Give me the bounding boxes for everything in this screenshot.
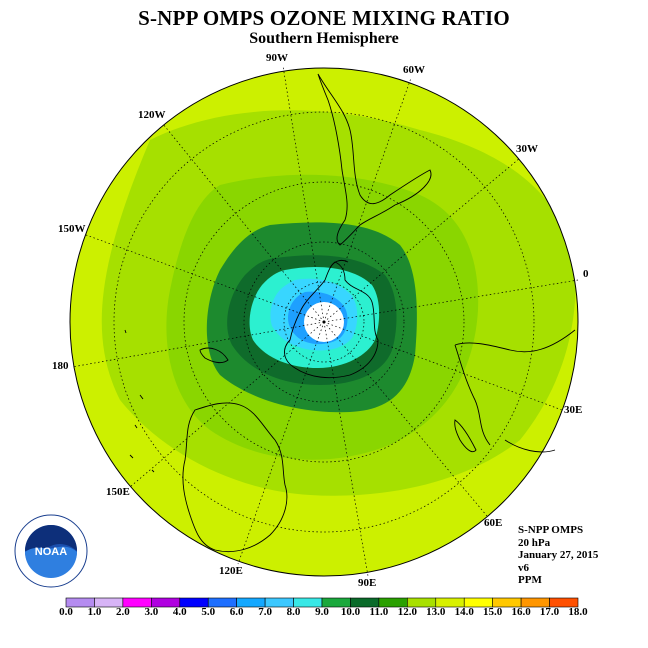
islands — [124, 329, 155, 473]
new-zealand-coast — [199, 347, 229, 364]
lon-label-120w: 120W — [138, 109, 166, 121]
lon-label-60w: 60W — [403, 64, 425, 76]
colorbar-tick-label: 10.0 — [340, 606, 361, 618]
meridian — [323, 279, 579, 323]
latitude-circle — [183, 181, 465, 463]
colorbar-swatch — [549, 597, 579, 608]
colorbar-tick-label: 5.0 — [201, 606, 216, 618]
meridian — [129, 321, 325, 488]
colorbar-tick-label: 2.0 — [116, 606, 130, 618]
lon-label-150e: 150E — [106, 486, 130, 498]
date-label: January 27, 2015 — [518, 549, 599, 562]
south-pole-marker — [322, 320, 326, 324]
colorbar-tick-label: 12.0 — [397, 606, 417, 618]
colorbar-tick-label: 8.0 — [286, 606, 301, 618]
south-america-coast — [317, 73, 432, 246]
colorbar-tick-label: 3.0 — [144, 606, 159, 618]
colorbar-tick-label: 6.0 — [229, 606, 244, 618]
lon-label-0: 0 — [583, 268, 589, 280]
noaa-logo-text: NOAA — [35, 546, 67, 558]
colorbar-tick-label: 1.0 — [87, 606, 102, 618]
graticule — [71, 65, 579, 577]
info-block: S-NPP OMPS 20 hPa January 27, 2015 v6 PP… — [518, 524, 598, 587]
map-subtitle: Southern Hemisphere — [249, 30, 399, 47]
lon-label-60e: 60E — [484, 517, 503, 529]
lon-label-120e: 120E — [219, 565, 243, 577]
lon-label-150w: 150W — [58, 223, 86, 235]
latitude-circle — [283, 281, 365, 363]
colorbar-tick-label: 11.0 — [369, 606, 389, 618]
lon-label-180: 180 — [52, 360, 69, 372]
colorbar-tick-label: 15.0 — [483, 606, 503, 618]
meridian — [162, 123, 325, 323]
colorbar-tick-label: 18.0 — [568, 606, 588, 618]
colorbar-tick-label: 9.0 — [315, 606, 329, 618]
noaa-logo: NOAA — [14, 514, 88, 588]
colorbar-tick-label: 0.0 — [59, 606, 73, 618]
colorbar-tick-label: 17.0 — [539, 606, 560, 618]
instrument-label: S-NPP OMPS — [518, 524, 584, 536]
colorbar-tick-label: 14.0 — [454, 606, 474, 618]
meridian — [323, 321, 369, 577]
colorbar-tick-label: 16.0 — [511, 606, 531, 618]
latitude-circle — [113, 111, 535, 533]
lon-label-30w: 30W — [516, 143, 538, 155]
globe-border — [69, 67, 579, 577]
antarctica-coast — [284, 261, 379, 379]
colorbar — [65, 597, 579, 608]
lon-label-90e: 90E — [358, 577, 377, 589]
version-label: v6 — [518, 561, 529, 574]
meridian — [282, 65, 325, 323]
latitude-circle — [243, 241, 405, 403]
colorbar-tick-label: 4.0 — [172, 606, 187, 618]
colorbar-tick-label: 13.0 — [426, 606, 446, 618]
map-title: S-NPP OMPS OZONE MIXING RATIO — [138, 6, 510, 30]
colorbar-tick-label: 7.0 — [258, 606, 272, 618]
meridian — [323, 157, 521, 323]
meridian — [71, 321, 325, 368]
meridian — [237, 321, 325, 565]
africa-coast — [454, 329, 576, 453]
pressure-level-label: 20 hPa — [518, 536, 551, 549]
units-label: PPM — [518, 574, 542, 587]
madagascar-coast — [454, 419, 477, 453]
lon-label-30e: 30E — [564, 404, 583, 416]
lon-label-90w: 90W — [266, 52, 288, 64]
